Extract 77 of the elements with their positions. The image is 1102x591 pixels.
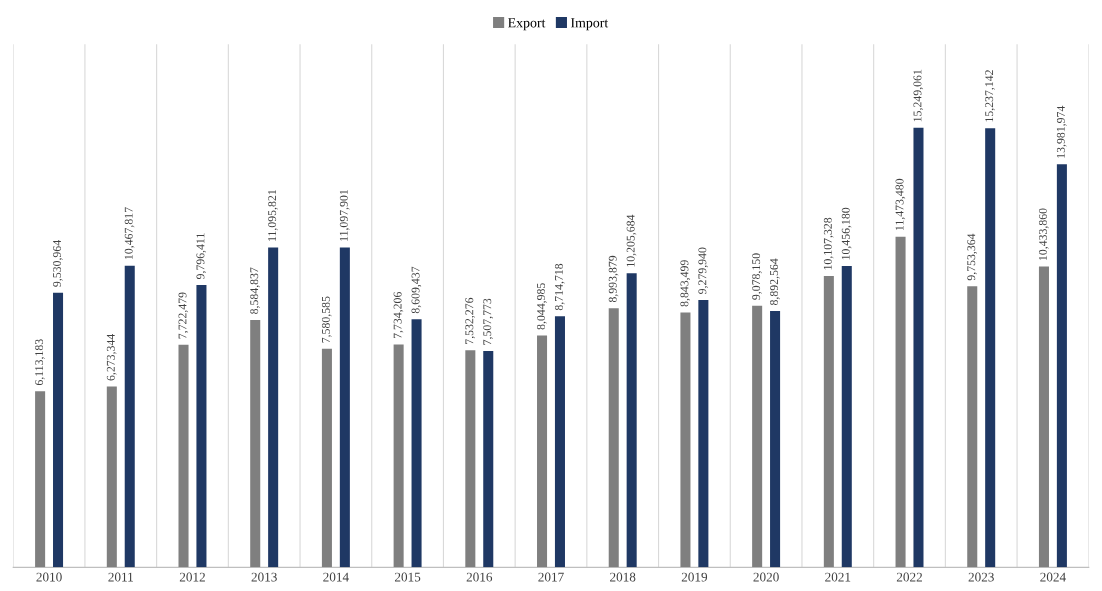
data-label: 7,722,479	[178, 292, 189, 339]
data-label: 10,456,180	[841, 207, 852, 260]
x-tick-label: 2016	[466, 572, 493, 582]
bar	[35, 391, 46, 568]
bar	[698, 299, 709, 568]
x-tick-label: 2010	[36, 572, 62, 582]
x-tick-label: 2024	[1040, 572, 1066, 582]
bar	[752, 305, 763, 568]
x-tick-label: 2021	[825, 572, 851, 582]
data-label: 8,714,718	[554, 263, 565, 311]
bar	[554, 316, 565, 568]
bar	[680, 312, 691, 568]
bar	[53, 292, 64, 568]
x-tick-label: 2020	[753, 572, 779, 582]
data-label: 10,205,684	[626, 214, 637, 267]
bar	[339, 247, 350, 568]
bar	[393, 344, 404, 568]
bar	[770, 311, 781, 568]
bar	[321, 348, 332, 568]
legend-label: Export	[508, 18, 546, 31]
x-tick-label: 2014	[323, 572, 349, 582]
x-tick-label: 2012	[179, 572, 205, 582]
x-tick-label: 2022	[896, 572, 922, 582]
bar	[268, 247, 279, 568]
data-label: 9,078,150	[752, 253, 762, 300]
data-label: 8,044,985	[537, 283, 547, 330]
data-label: 11,097,901	[339, 189, 350, 241]
bar	[895, 236, 906, 568]
bar	[608, 308, 619, 568]
data-label: 8,892,564	[770, 258, 780, 306]
data-label: 8,609,437	[411, 266, 422, 314]
x-tick-label: 2017	[538, 572, 564, 582]
x-tick-label: 2011	[108, 572, 133, 582]
data-label: 10,467,817	[124, 207, 135, 260]
data-label: 9,796,411	[196, 233, 207, 280]
bar	[823, 276, 834, 568]
data-label: 13,981,974	[1056, 105, 1067, 158]
bar	[626, 273, 637, 568]
data-label: 8,843,499	[680, 260, 691, 307]
bar	[841, 265, 852, 568]
bar	[967, 286, 978, 568]
data-label: 9,279,940	[698, 247, 709, 294]
data-label: 7,507,773	[483, 298, 493, 345]
bar	[913, 127, 924, 568]
data-label: 9,753,364	[967, 233, 977, 281]
data-label: 7,734,206	[393, 292, 404, 339]
x-tick-label: 2015	[394, 572, 421, 582]
legend-label: Import	[570, 18, 609, 31]
bar	[985, 128, 996, 568]
bar	[1038, 266, 1049, 568]
data-label: 6,273,344	[106, 333, 117, 381]
data-label: 8,993,879	[608, 255, 619, 303]
bar	[1056, 164, 1067, 568]
bar	[178, 344, 189, 568]
bar	[124, 265, 135, 568]
x-tick-label: 2019	[681, 572, 708, 582]
data-label: 9,530,964	[53, 240, 63, 287]
data-label: 10,107,328	[823, 217, 834, 270]
x-tick-label: 2023	[968, 572, 994, 582]
bar	[537, 335, 548, 568]
data-label: 10,433,860	[1038, 208, 1049, 261]
data-label: 6,113,183	[35, 339, 45, 386]
bar	[411, 319, 422, 568]
x-tick-label: 2013	[251, 572, 277, 582]
bar	[196, 285, 207, 568]
data-label: 11,473,480	[895, 178, 906, 231]
bar	[483, 350, 494, 568]
data-label: 7,532,276	[465, 297, 475, 344]
bar	[250, 319, 261, 568]
x-tick-label: 2018	[610, 572, 636, 582]
data-label: 15,249,061	[913, 69, 924, 122]
data-label: 11,095,821	[268, 190, 278, 241]
data-label: 7,580,585	[321, 296, 332, 343]
data-label: 8,584,837	[250, 267, 260, 314]
data-label: 15,237,142	[985, 70, 995, 122]
bar	[106, 386, 117, 568]
bar	[465, 350, 476, 568]
